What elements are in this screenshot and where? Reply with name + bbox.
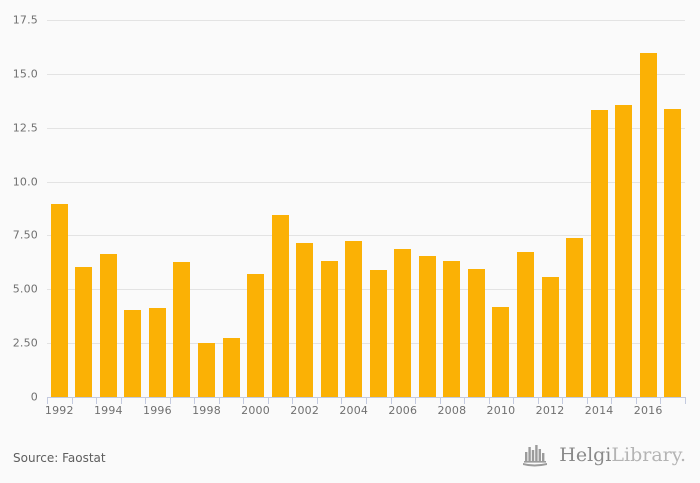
bar-2006[interactable] <box>394 249 412 397</box>
brand-text: HelgiLibrary. <box>559 444 686 466</box>
bar-2016[interactable] <box>639 53 657 397</box>
x-axis-tick-label: 2016 <box>633 404 663 417</box>
bar-2004[interactable] <box>345 240 363 397</box>
bar-2012[interactable] <box>541 277 559 397</box>
bar-1996[interactable] <box>148 307 166 397</box>
x-axis-tick <box>341 397 343 404</box>
x-axis-tick <box>537 397 539 404</box>
bar-2007[interactable] <box>418 255 436 397</box>
y-axis-tick-label: 10.0 <box>12 175 38 189</box>
bar-1999[interactable] <box>222 337 240 397</box>
gridline <box>47 127 685 129</box>
bar-chart-book-icon <box>522 443 552 467</box>
gridline <box>47 181 685 183</box>
plot-area: 1992 1994 1996 1998 2000 2002 2004 2006 2008 2010… <box>12 13 686 417</box>
bar-1993[interactable] <box>75 266 93 397</box>
plot-grid <box>47 20 685 397</box>
bar-2013[interactable] <box>566 237 584 397</box>
source-label: Source: Faostat <box>13 451 106 465</box>
x-axis-tick-label: 2014 <box>584 404 614 417</box>
gridline <box>47 289 685 291</box>
x-axis-tick <box>488 397 490 404</box>
brand-name-suffix: . <box>679 444 686 466</box>
bar-series <box>47 20 685 397</box>
bar-2002[interactable] <box>296 242 314 397</box>
x-axis-tick-label: 2006 <box>388 404 418 417</box>
y-axis-tick-label: 7.50 <box>12 228 38 242</box>
x-axis-tick <box>439 397 441 404</box>
bar-2001[interactable] <box>271 214 289 397</box>
bar-2003[interactable] <box>320 261 338 397</box>
chart-footer: Source: Faostat HelgiLibrary. <box>0 430 700 483</box>
x-axis-tick <box>145 397 147 404</box>
bar-2000[interactable] <box>247 274 265 397</box>
bar-1995[interactable] <box>124 309 142 397</box>
bar-2015[interactable] <box>615 105 633 397</box>
y-axis-tick-label: 2.50 <box>12 336 38 350</box>
bar-2005[interactable] <box>369 269 387 397</box>
x-axis-tick-label: 2008 <box>437 404 467 417</box>
x-axis-tick <box>120 397 122 404</box>
x-axis-tick <box>366 397 367 404</box>
y-axis-tick-label: 15.0 <box>12 67 38 81</box>
bar-2008[interactable] <box>443 261 461 397</box>
x-axis-tick <box>267 397 269 404</box>
bar-2011[interactable] <box>517 251 534 397</box>
x-axis-tick <box>685 397 686 404</box>
x-axis-tick-label: 2010 <box>486 404 516 417</box>
x-axis-tick <box>96 397 98 404</box>
x-axis-tick <box>635 397 637 404</box>
x-axis-tick-label: 1998 <box>192 404 221 417</box>
bar-2014[interactable] <box>590 110 608 397</box>
x-axis-tick-label: 2002 <box>290 404 320 417</box>
bar-2010[interactable] <box>492 306 510 397</box>
y-axis-tick-label: 0 <box>30 390 38 404</box>
gridline <box>47 73 685 75</box>
x-axis-tick <box>218 397 220 404</box>
gridline <box>47 235 685 237</box>
x-axis-tick <box>316 397 318 404</box>
x-axis-tick <box>562 397 564 404</box>
y-axis-tick-label: 5.00 <box>12 282 38 296</box>
x-axis-tick <box>71 397 73 404</box>
x-axis-tick <box>47 397 48 404</box>
x-axis-tick <box>390 397 392 404</box>
bar-1992[interactable] <box>50 204 68 397</box>
x-axis-tick <box>243 397 245 404</box>
gridline <box>47 20 685 21</box>
x-axis-tick-label: 2000 <box>241 404 270 417</box>
brand-logo[interactable]: HelgiLibrary. <box>522 443 686 467</box>
brand-name-primary: Helgi <box>559 444 612 466</box>
bar-2009[interactable] <box>467 268 485 397</box>
x-axis-tick <box>169 397 171 404</box>
bar-1994[interactable] <box>99 253 117 397</box>
x-axis-tick <box>194 397 196 404</box>
bar-1997[interactable] <box>173 262 191 397</box>
x-axis-tick <box>660 397 662 404</box>
y-axis-tick-label: 12.5 <box>12 121 38 135</box>
brand-name-secondary: Library <box>611 444 680 466</box>
x-axis-tick <box>513 397 515 404</box>
gridline <box>47 343 685 345</box>
x-axis-tick-label: 2004 <box>339 404 369 417</box>
x-axis-tick-label: 1994 <box>93 404 123 417</box>
x-axis-tick-label: 1992 <box>44 404 74 417</box>
x-axis-tick <box>586 397 588 404</box>
bar-1998[interactable] <box>198 343 215 397</box>
x-axis-tick <box>464 397 466 404</box>
x-axis-tick <box>292 397 294 404</box>
x-axis-tick <box>611 397 613 404</box>
x-axis-tick-label: 1996 <box>143 404 172 417</box>
x-axis-tick-label: 2012 <box>535 404 565 417</box>
bar-2017[interactable] <box>664 109 682 397</box>
y-axis-tick-label: 17.5 <box>12 13 38 27</box>
x-axis-tick <box>415 397 417 404</box>
